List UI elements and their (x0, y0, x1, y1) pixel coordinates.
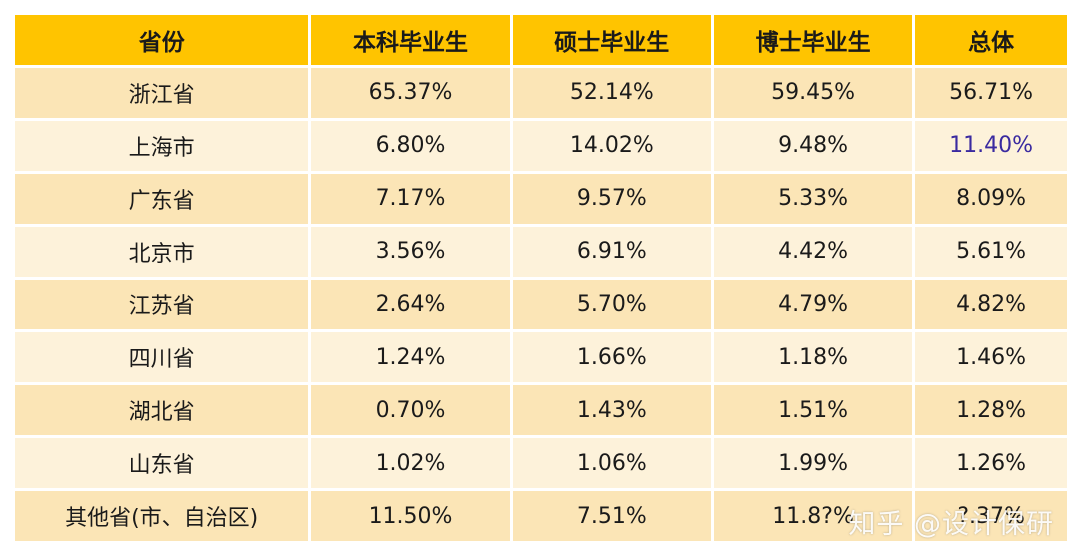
cell-master: 9.57% (512, 173, 711, 224)
cell-province: 其他省(市、自治区) (15, 491, 309, 541)
cell-master: 14.02% (512, 120, 711, 171)
table-row: 上海市 6.80% 14.02% 9.48% 11.40% (15, 120, 1067, 171)
cell-overall: ?.37% (915, 491, 1067, 541)
data-table-container: 省份 本科毕业生 硕士毕业生 博士毕业生 总体 浙江省 65.37% 52.14… (12, 12, 1070, 544)
cell-undergraduate: 0.70% (311, 385, 510, 436)
cell-doctor: 4.42% (713, 226, 913, 277)
cell-overall: 1.46% (915, 332, 1067, 383)
cell-overall: 1.28% (915, 385, 1067, 436)
header-overall: 总体 (915, 15, 1067, 65)
table-header: 省份 本科毕业生 硕士毕业生 博士毕业生 总体 (15, 15, 1067, 65)
cell-overall: 56.71% (915, 68, 1067, 118)
cell-doctor: 4.79% (713, 279, 913, 330)
cell-master: 52.14% (512, 68, 711, 118)
cell-master: 6.91% (512, 226, 711, 277)
cell-province: 广东省 (15, 173, 309, 224)
cell-overall-highlighted: 11.40% (915, 120, 1067, 171)
table-row: 浙江省 65.37% 52.14% 59.45% 56.71% (15, 68, 1067, 118)
cell-undergraduate: 1.24% (311, 332, 510, 383)
cell-doctor: 59.45% (713, 68, 913, 118)
cell-master: 1.43% (512, 385, 711, 436)
cell-province: 四川省 (15, 332, 309, 383)
cell-master: 1.66% (512, 332, 711, 383)
cell-undergraduate: 65.37% (311, 68, 510, 118)
cell-undergraduate: 1.02% (311, 438, 510, 488)
cell-undergraduate: 3.56% (311, 226, 510, 277)
cell-undergraduate: 7.17% (311, 173, 510, 224)
table-row: 广东省 7.17% 9.57% 5.33% 8.09% (15, 173, 1067, 224)
cell-doctor: 9.48% (713, 120, 913, 171)
table-row: 湖北省 0.70% 1.43% 1.51% 1.28% (15, 385, 1067, 436)
cell-doctor: 1.18% (713, 332, 913, 383)
cell-doctor: 1.51% (713, 385, 913, 436)
header-undergraduate: 本科毕业生 (311, 15, 510, 65)
cell-undergraduate: 11.50% (311, 491, 510, 541)
cell-province: 上海市 (15, 120, 309, 171)
header-province: 省份 (15, 15, 309, 65)
cell-doctor: 11.8?% (713, 491, 913, 541)
cell-province: 湖北省 (15, 385, 309, 436)
table-row: 北京市 3.56% 6.91% 4.42% 5.61% (15, 226, 1067, 277)
cell-province: 北京市 (15, 226, 309, 277)
header-doctor: 博士毕业生 (713, 15, 913, 65)
cell-province: 山东省 (15, 438, 309, 488)
cell-doctor: 1.99% (713, 438, 913, 488)
cell-province: 浙江省 (15, 68, 309, 118)
table-row: 其他省(市、自治区) 11.50% 7.51% 11.8?% ?.37% (15, 491, 1067, 541)
table-row: 山东省 1.02% 1.06% 1.99% 1.26% (15, 438, 1067, 488)
cell-overall: 8.09% (915, 173, 1067, 224)
header-row: 省份 本科毕业生 硕士毕业生 博士毕业生 总体 (15, 15, 1067, 65)
header-master: 硕士毕业生 (512, 15, 711, 65)
table-row: 四川省 1.24% 1.66% 1.18% 1.46% (15, 332, 1067, 383)
cell-province: 江苏省 (15, 279, 309, 330)
cell-master: 1.06% (512, 438, 711, 488)
cell-undergraduate: 6.80% (311, 120, 510, 171)
cell-overall: 5.61% (915, 226, 1067, 277)
cell-doctor: 5.33% (713, 173, 913, 224)
cell-overall: 1.26% (915, 438, 1067, 488)
province-distribution-table: 省份 本科毕业生 硕士毕业生 博士毕业生 总体 浙江省 65.37% 52.14… (12, 12, 1070, 544)
table-row: 江苏省 2.64% 5.70% 4.79% 4.82% (15, 279, 1067, 330)
cell-master: 5.70% (512, 279, 711, 330)
cell-overall: 4.82% (915, 279, 1067, 330)
cell-undergraduate: 2.64% (311, 279, 510, 330)
table-body: 浙江省 65.37% 52.14% 59.45% 56.71% 上海市 6.80… (15, 68, 1067, 541)
cell-master: 7.51% (512, 491, 711, 541)
